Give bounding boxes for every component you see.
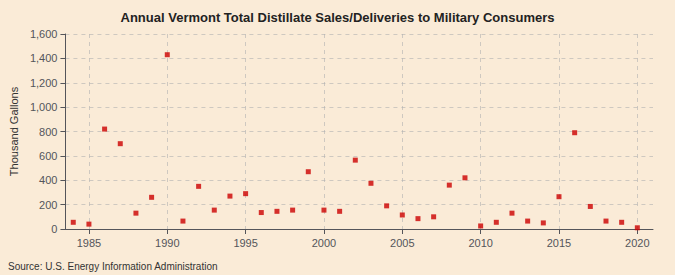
svg-text:1,200: 1,200: [30, 77, 58, 89]
svg-text:2010: 2010: [468, 237, 492, 249]
svg-text:1,600: 1,600: [30, 28, 58, 40]
svg-text:Source: U.S. Energy Informatio: Source: U.S. Energy Information Administ…: [8, 261, 218, 272]
svg-text:1990: 1990: [155, 237, 179, 249]
svg-text:1,000: 1,000: [30, 101, 58, 113]
svg-text:Thousand Gallons: Thousand Gallons: [8, 86, 20, 176]
svg-text:1,400: 1,400: [30, 52, 58, 64]
svg-text:2005: 2005: [390, 237, 414, 249]
svg-text:400: 400: [39, 174, 57, 186]
svg-text:0: 0: [51, 223, 57, 235]
svg-text:600: 600: [39, 150, 57, 162]
svg-text:200: 200: [39, 199, 57, 211]
svg-text:2020: 2020: [625, 237, 649, 249]
svg-text:2015: 2015: [547, 237, 571, 249]
svg-text:Annual Vermont Total Distillat: Annual Vermont Total Distillate Sales/De…: [121, 10, 555, 25]
svg-text:2000: 2000: [312, 237, 336, 249]
svg-text:1985: 1985: [77, 237, 101, 249]
svg-text:1995: 1995: [233, 237, 257, 249]
svg-text:800: 800: [39, 126, 57, 138]
